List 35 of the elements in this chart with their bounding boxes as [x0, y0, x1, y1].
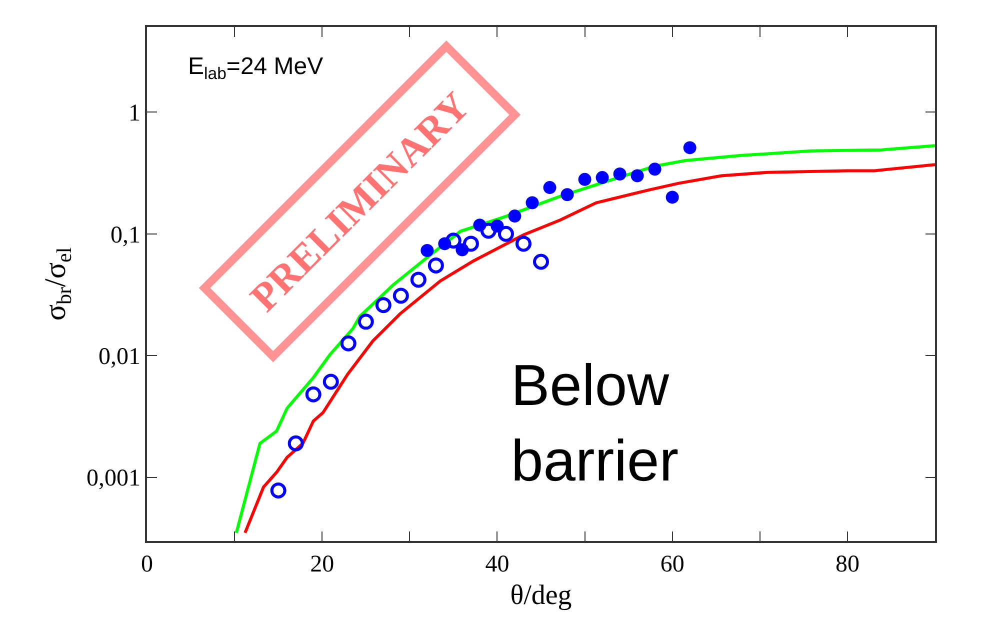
point [490, 220, 504, 232]
point [473, 218, 486, 232]
point [480, 222, 496, 239]
x-tick-label: 60 [660, 552, 684, 578]
point [340, 335, 356, 352]
point [305, 386, 322, 402]
point [560, 188, 574, 202]
point [543, 181, 556, 194]
x-tick-label: 80 [835, 552, 860, 578]
point [630, 169, 644, 182]
point [515, 236, 532, 252]
point [666, 190, 679, 204]
point [578, 172, 592, 186]
point [533, 254, 549, 270]
point [508, 210, 522, 223]
point [270, 482, 286, 498]
x-axis-title: θ/deg [510, 580, 572, 612]
point [648, 162, 662, 176]
x-tick-label: 20 [310, 552, 334, 578]
y-tick-label: 0,001 [86, 466, 140, 492]
y-tick-label: 1 [128, 100, 140, 126]
point [613, 168, 626, 181]
y-tick-label: 0,1 [110, 222, 140, 248]
y-tick-label: 0,01 [98, 344, 140, 370]
point [322, 374, 339, 390]
annotation: E$_{lab}$=24 MeV [188, 53, 324, 84]
annotation: Below barrier [511, 353, 679, 494]
point [526, 196, 539, 210]
point [358, 314, 374, 330]
point [683, 141, 696, 154]
x-tick-label: 40 [485, 552, 510, 578]
x-tick-label: 0 [141, 552, 153, 578]
point [596, 171, 609, 184]
point [498, 226, 514, 242]
point [288, 435, 304, 452]
